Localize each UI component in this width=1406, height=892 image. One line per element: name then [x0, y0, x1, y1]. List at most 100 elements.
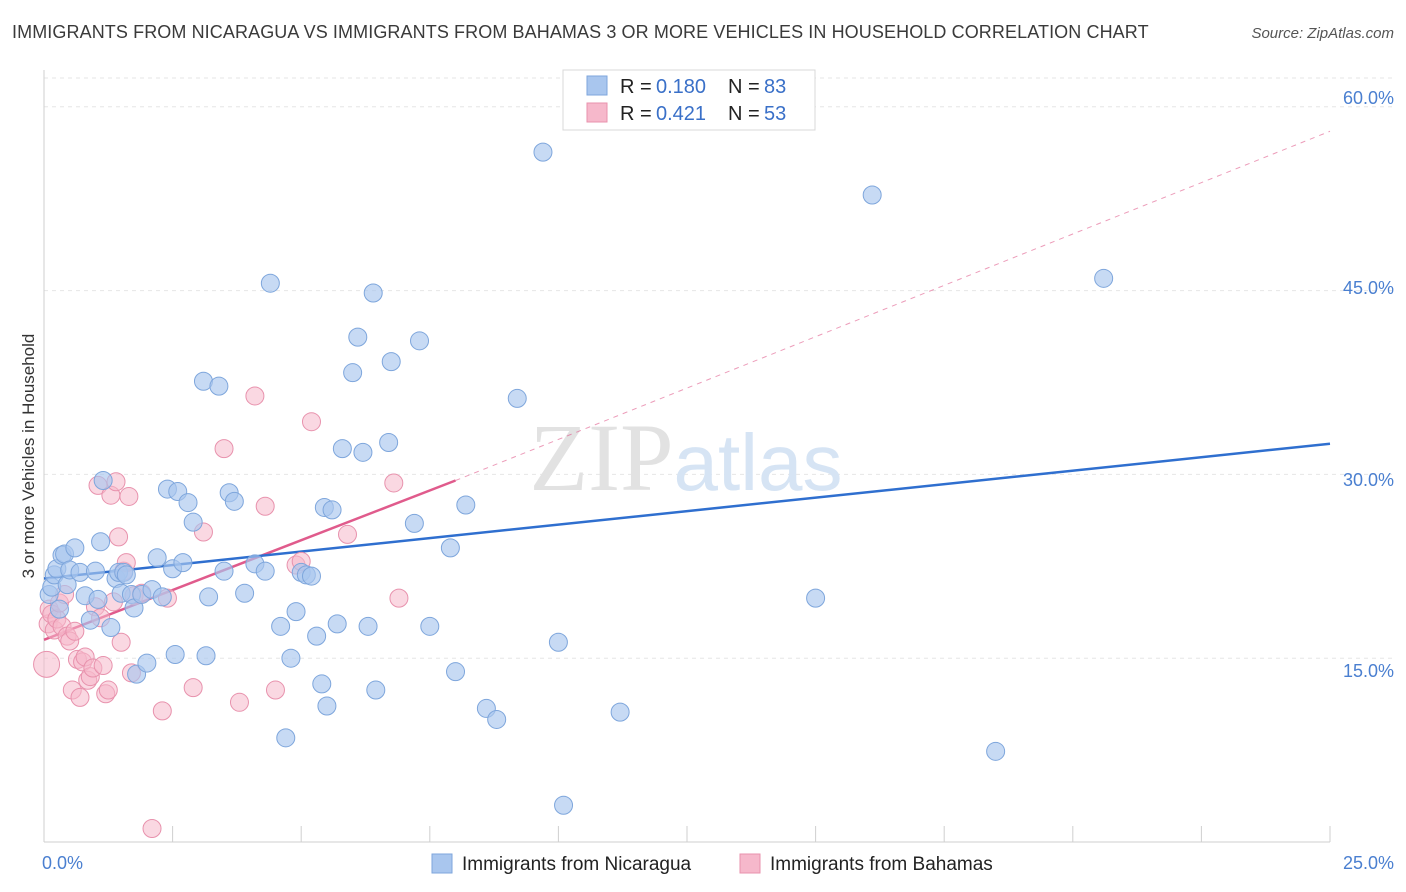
- point-nicaragua-87: [1094, 268, 1114, 288]
- point-nicaragua-37: [183, 512, 203, 532]
- point-bahamas-44: [245, 386, 265, 406]
- point-nicaragua-15: [91, 532, 111, 552]
- point-nicaragua-70: [381, 352, 401, 372]
- point-nicaragua-62: [332, 439, 352, 459]
- y-tick-label-60: 60.0%: [1343, 88, 1394, 108]
- point-nicaragua-72: [410, 331, 430, 351]
- point-nicaragua-59: [317, 696, 337, 716]
- y-tick-label-15: 15.0%: [1343, 661, 1394, 681]
- point-nicaragua-17: [101, 618, 121, 638]
- legend-r-value-bahamas: 0.421: [656, 103, 706, 125]
- point-nicaragua-40: [199, 587, 219, 607]
- watermark: ZIPatlas: [530, 404, 843, 511]
- point-nicaragua-84: [806, 588, 826, 608]
- point-nicaragua-36: [178, 493, 198, 513]
- point-nicaragua-79: [507, 388, 527, 408]
- point-bahamas-30: [111, 632, 131, 652]
- point-bahamas-49: [301, 412, 321, 432]
- legend-r-label-nicaragua: R =: [620, 76, 652, 98]
- point-nicaragua-57: [312, 674, 332, 694]
- point-nicaragua-12: [80, 610, 100, 630]
- point-nicaragua-49: [271, 616, 291, 636]
- point-nicaragua-48: [260, 273, 280, 293]
- point-bahamas-37: [142, 819, 162, 839]
- point-bahamas-12: [65, 621, 85, 641]
- point-nicaragua-82: [554, 795, 574, 815]
- point-nicaragua-63: [343, 363, 363, 383]
- point-nicaragua-85: [862, 185, 882, 205]
- point-nicaragua-75: [446, 662, 466, 682]
- point-nicaragua-29: [147, 548, 167, 568]
- legend-swatch-nicaragua: [586, 75, 608, 96]
- point-nicaragua-73: [420, 616, 440, 636]
- series-legend-label-bahamas: Immigrants from Bahamas: [770, 854, 993, 875]
- watermark-atlas: atlas: [674, 418, 843, 507]
- point-nicaragua-60: [322, 500, 342, 520]
- x-tick-label-max: 25.0%: [1343, 853, 1394, 873]
- y-axis-tick-labels: 15.0% 30.0% 45.0% 60.0%: [1343, 88, 1394, 681]
- legend-r-label-bahamas: R =: [620, 103, 652, 125]
- point-nicaragua-27: [137, 653, 157, 673]
- x-axis-ticks: [172, 826, 1331, 842]
- point-bahamas-51: [384, 473, 404, 493]
- point-bahamas-23: [93, 656, 113, 676]
- point-bahamas-33: [119, 486, 139, 506]
- point-nicaragua-78: [487, 709, 507, 729]
- point-nicaragua-39: [196, 646, 216, 666]
- point-nicaragua-52: [286, 602, 306, 622]
- legend-swatch-bahamas: [586, 102, 608, 123]
- point-bahamas-52: [389, 588, 409, 608]
- point-nicaragua-35: [173, 553, 193, 573]
- gridlines: [44, 77, 1394, 659]
- legend-n-label-bahamas: N =: [728, 103, 760, 125]
- point-bahamas-0: [33, 650, 61, 678]
- point-nicaragua-81: [548, 632, 568, 652]
- point-nicaragua-44: [224, 491, 244, 511]
- point-nicaragua-4: [49, 599, 69, 619]
- point-nicaragua-74: [440, 538, 460, 558]
- point-nicaragua-69: [379, 433, 399, 453]
- y-axis-label: 3 or more Vehicles in Household: [19, 334, 38, 579]
- series-nicaragua-points: [39, 142, 1114, 815]
- point-bahamas-29: [109, 527, 129, 547]
- watermark-zip: ZIP: [530, 404, 674, 511]
- point-bahamas-43: [229, 692, 249, 712]
- point-nicaragua-42: [214, 561, 234, 581]
- point-nicaragua-86: [986, 741, 1006, 761]
- point-nicaragua-13: [85, 561, 105, 581]
- point-nicaragua-51: [281, 648, 301, 668]
- y-tick-label-45: 45.0%: [1343, 278, 1394, 298]
- stats-legend: R = 0.180 N = 83 R = 0.421 N = 53: [562, 69, 816, 131]
- x-tick-label-min: 0.0%: [42, 853, 83, 873]
- point-nicaragua-9: [65, 538, 85, 558]
- point-nicaragua-45: [235, 583, 255, 603]
- trend-line-bahamas-extension: [455, 130, 1331, 481]
- point-nicaragua-80: [533, 142, 553, 162]
- point-nicaragua-61: [327, 614, 347, 634]
- point-nicaragua-30: [152, 587, 172, 607]
- point-nicaragua-22: [116, 565, 136, 585]
- point-bahamas-40: [183, 678, 203, 698]
- point-bahamas-14: [70, 687, 90, 707]
- point-bahamas-38: [152, 701, 172, 721]
- point-nicaragua-83: [610, 702, 630, 722]
- chart-source: Source: ZipAtlas.com: [1251, 25, 1394, 42]
- point-nicaragua-14: [88, 589, 108, 609]
- point-nicaragua-64: [348, 327, 368, 347]
- y-tick-label-30: 30.0%: [1343, 470, 1394, 490]
- legend-n-value-nicaragua: 83: [764, 76, 786, 98]
- point-nicaragua-47: [255, 561, 275, 581]
- point-bahamas-50: [337, 524, 357, 544]
- series-legend-swatch-bahamas: [739, 853, 761, 874]
- point-nicaragua-67: [363, 283, 383, 303]
- point-bahamas-25: [98, 680, 118, 700]
- series-legend-label-nicaragua: Immigrants from Nicaragua: [462, 854, 692, 875]
- point-bahamas-42: [214, 439, 234, 459]
- point-nicaragua-41: [209, 376, 229, 396]
- point-bahamas-46: [265, 680, 285, 700]
- legend-n-label-nicaragua: N =: [728, 76, 760, 98]
- point-nicaragua-76: [456, 495, 476, 515]
- point-nicaragua-33: [165, 645, 185, 665]
- trend-lines: [43, 130, 1331, 641]
